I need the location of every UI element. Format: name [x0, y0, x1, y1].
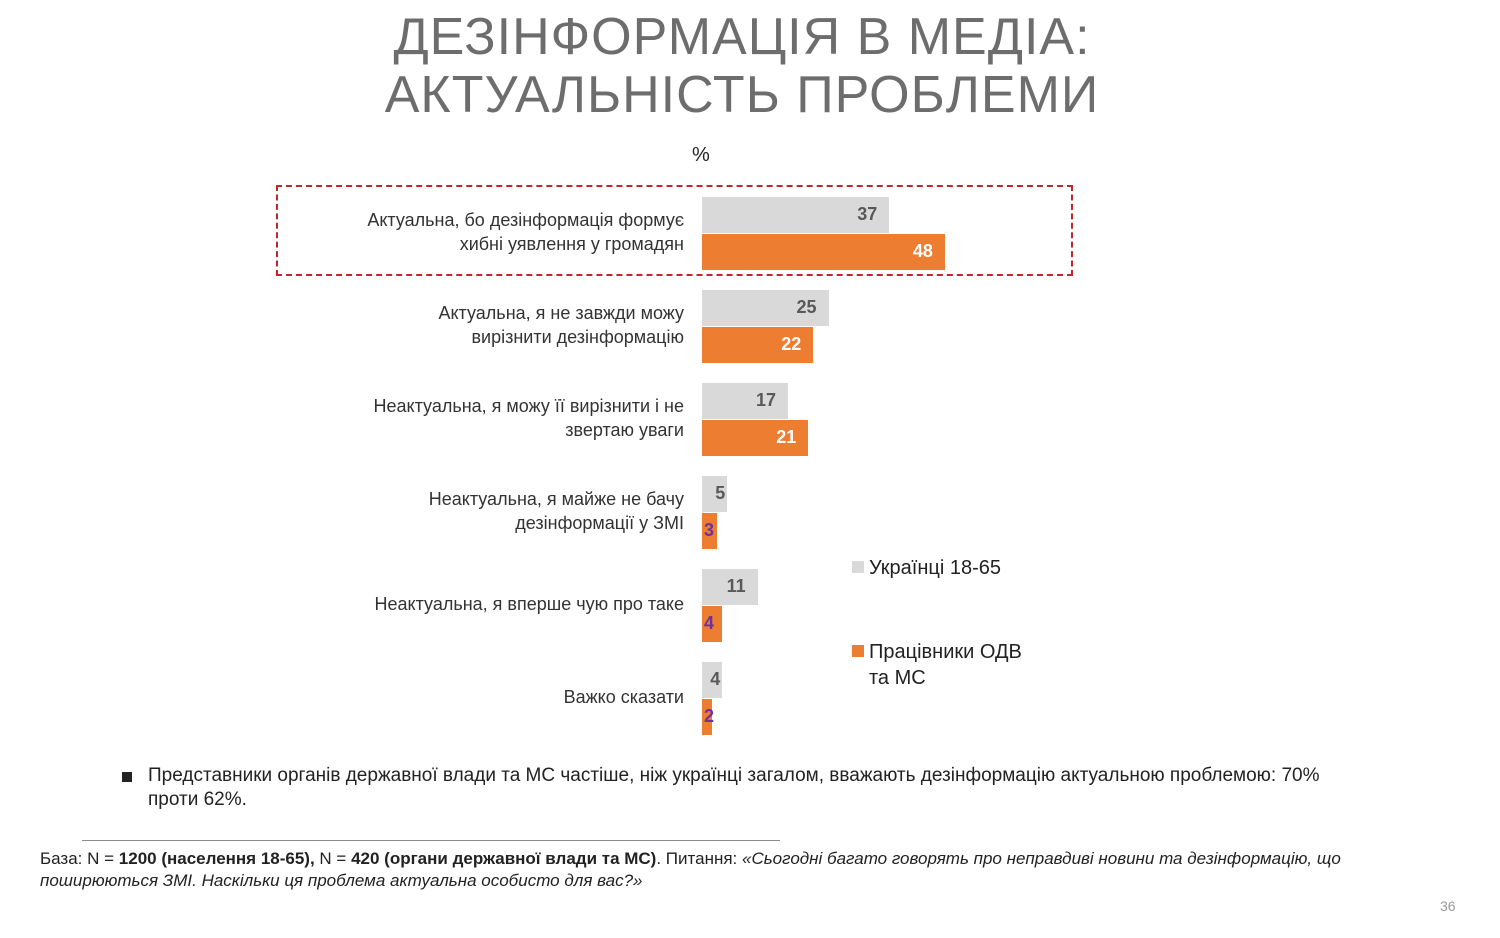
bar-ua: [702, 197, 890, 233]
bar-odv: [702, 606, 723, 642]
data-label-odv: 4: [704, 613, 715, 633]
legend-swatch-ua: [852, 561, 864, 573]
key-finding-text: Представники органів державної влади та …: [148, 765, 1320, 810]
bar-odv: [702, 234, 945, 270]
category-label: Актуальна, бо дезінформація формує хибні…: [367, 210, 684, 254]
bar-odv: [702, 420, 809, 456]
bar-odv: [702, 699, 713, 735]
footnote-part-3: . Питання:: [656, 849, 742, 868]
data-label-ua: 5: [715, 483, 726, 503]
legend-label-odv: Працівники ОДВ та МС: [869, 641, 1022, 689]
highlight-box: [276, 185, 1073, 276]
category-label: Важко сказати: [563, 687, 684, 707]
footnote-part-2: N =: [314, 849, 352, 868]
page-title: ДЕЗІНФОРМАЦІЯ В МЕДІА: АКТУАЛЬНІСТЬ ПРОБ…: [0, 8, 1484, 124]
bar-odv: [702, 513, 718, 549]
data-label-odv: 2: [704, 706, 715, 726]
bar-odv: [702, 327, 814, 363]
category-label: Неактуальна, я вперше чую про таке: [374, 594, 684, 614]
footnote-divider: [82, 840, 780, 841]
data-label-odv: 21: [776, 427, 797, 447]
data-label-ua: 37: [857, 204, 878, 224]
footnote-part-1: База: N =: [40, 849, 119, 868]
data-label-ua: 4: [710, 669, 721, 689]
footnote: База: N = 1200 (населення 18-65), N = 42…: [40, 848, 1440, 892]
footnote-question: «Сьогодні багато говорять про неправдиві…: [40, 849, 1341, 890]
footnote-base-population: 1200 (населення 18-65),: [118, 849, 315, 868]
category-label: Актуальна, я не завжди можу вирізнити де…: [438, 303, 684, 347]
bar-ua: [702, 383, 789, 419]
title-line-2: АКТУАЛЬНІСТЬ ПРОБЛЕМИ: [384, 66, 1100, 124]
category-label: Неактуальна, я можу її вирізнити і не зв…: [373, 396, 685, 440]
bullet-square: [122, 772, 132, 782]
legend-item-odv: Працівники ОДВ та МС: [852, 639, 1044, 691]
key-finding: Представники органів державної влади та …: [122, 764, 1372, 812]
legend-swatch-odv: [852, 645, 864, 657]
unit-label: %: [692, 144, 710, 166]
data-label-ua: 11: [726, 576, 746, 596]
data-label-ua: 17: [755, 390, 777, 410]
page-number: 36: [1440, 898, 1456, 914]
data-label-odv: 48: [912, 241, 933, 261]
title-line-1: ДЕЗІНФОРМАЦІЯ В МЕДІА:: [393, 8, 1091, 66]
bar-ua: [702, 569, 758, 605]
data-label-odv: 3: [704, 520, 715, 540]
data-label-ua: 25: [796, 297, 817, 317]
bar-ua: [702, 662, 723, 698]
category-label: Неактуальна, я майже не бачу дезінформац…: [428, 489, 684, 533]
legend-item-ua: Українці 18-65: [852, 555, 1069, 581]
legend-label-ua: Українці 18-65: [869, 557, 1002, 579]
data-label-odv: 22: [781, 334, 802, 354]
bar-ua: [702, 476, 728, 512]
footnote-base-officials: 420 (органи державної влади та МС): [351, 849, 657, 868]
bar-ua: [702, 290, 829, 326]
